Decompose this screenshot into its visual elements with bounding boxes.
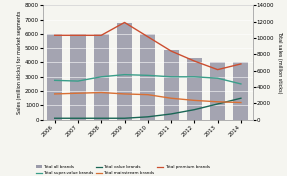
Bar: [47, 34, 62, 120]
Bar: [70, 34, 86, 120]
Y-axis label: Total sales (million sticks): Total sales (million sticks): [277, 31, 282, 94]
Y-axis label: Sales (million sticks) for market segments: Sales (million sticks) for market segmen…: [17, 11, 22, 114]
Bar: [187, 58, 202, 120]
Bar: [94, 34, 109, 120]
Bar: [233, 62, 249, 120]
Bar: [164, 50, 179, 120]
Bar: [210, 62, 225, 120]
Legend: Total all brands, Total super-value brands, Total value brands, Total mainstream: Total all brands, Total super-value bran…: [36, 165, 210, 175]
Bar: [117, 23, 132, 120]
Bar: [140, 34, 155, 120]
